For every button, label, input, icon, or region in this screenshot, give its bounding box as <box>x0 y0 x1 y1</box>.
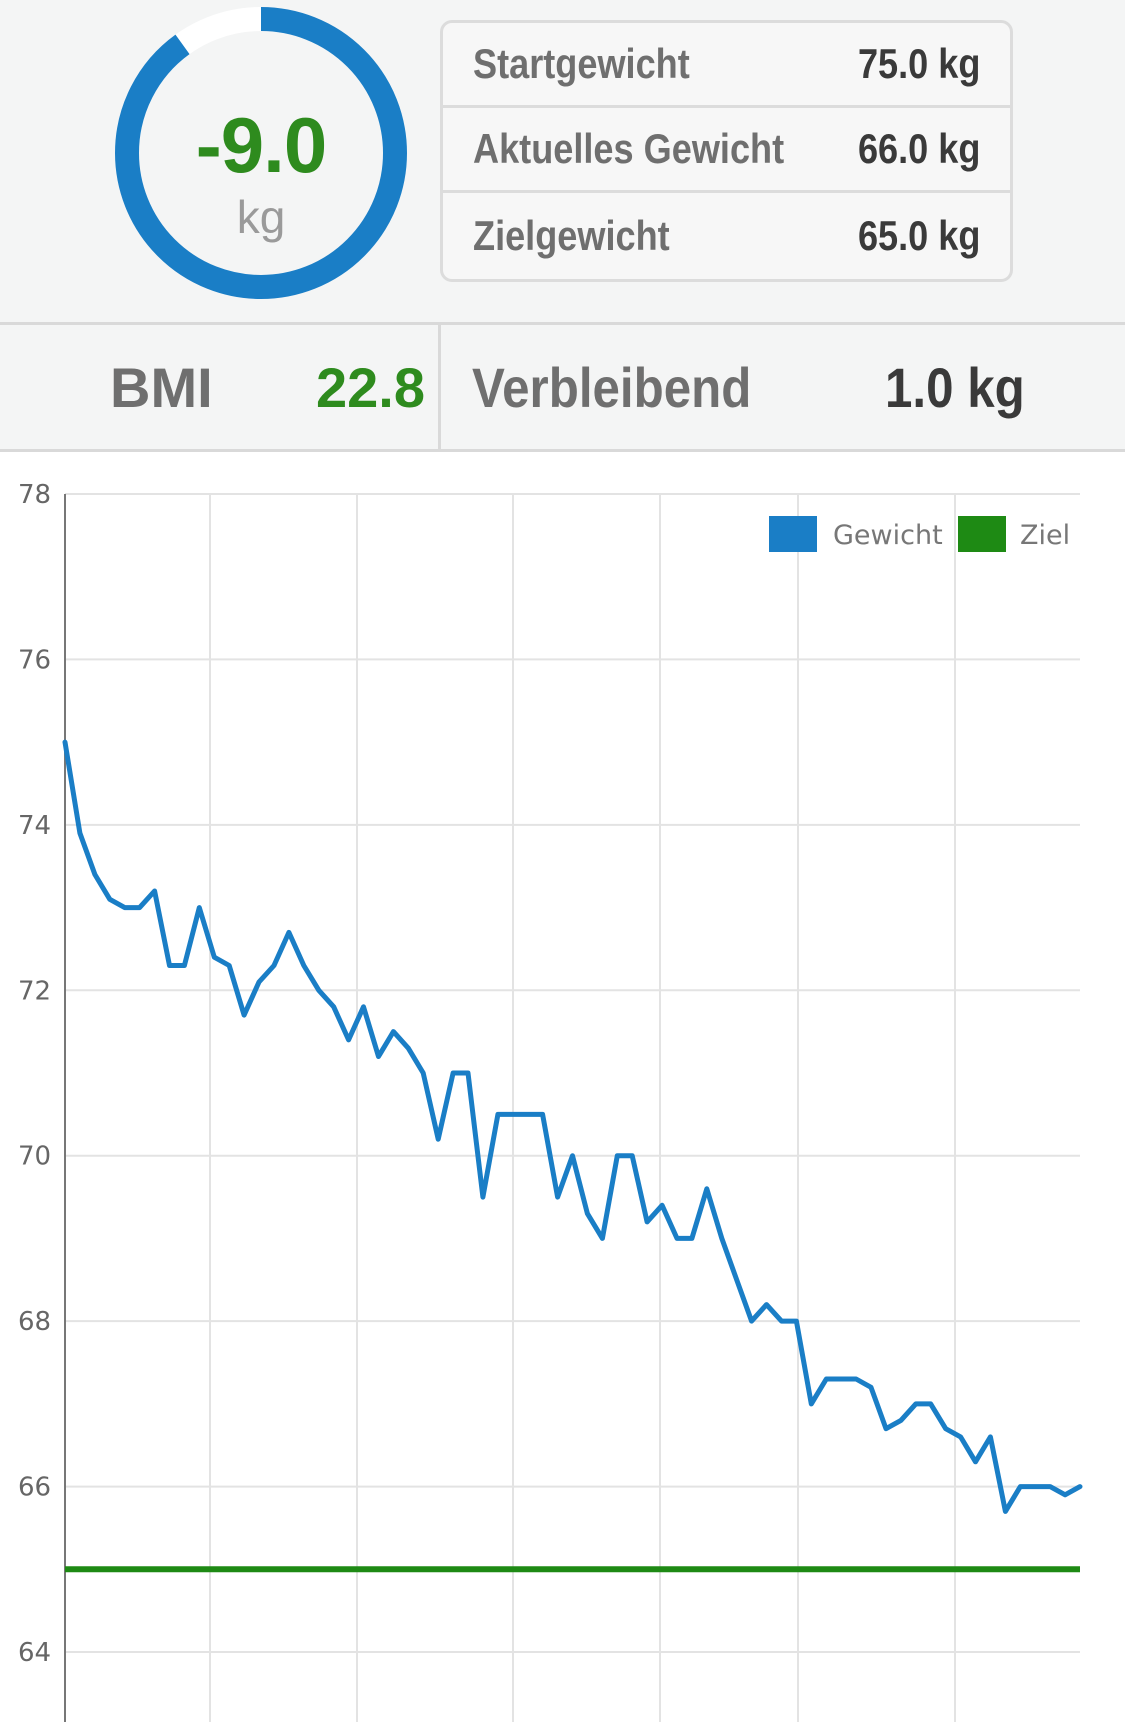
remaining-value: 1.0 kg <box>885 356 1025 419</box>
weight-summary-panel: -9.0 kg Startgewicht 75.0 kg Aktuelles G… <box>0 0 1125 325</box>
stat-label: Aktuelles Gewicht <box>473 125 785 172</box>
legend-swatch-weight <box>769 516 817 552</box>
stat-value: 75.0 kg <box>857 40 980 87</box>
y-tick-label: 64 <box>18 1638 51 1668</box>
stat-value: 66.0 kg <box>857 125 980 172</box>
remaining-label: Verbleibend <box>472 356 752 419</box>
y-tick-label: 74 <box>18 811 51 841</box>
stat-row-start: Startgewicht 75.0 kg <box>443 23 1010 108</box>
weight-series-line <box>62 739 1083 1514</box>
weight-chart: 64 66 68 70 72 74 76 78 Gewicht Ziel <box>0 452 1125 1722</box>
stat-row-current: Aktuelles Gewicht 66.0 kg <box>443 108 1010 193</box>
y-tick-label: 78 <box>18 480 51 510</box>
ring-progress <box>115 7 407 299</box>
legend-swatch-goal <box>958 516 1006 552</box>
progress-ring-graphic <box>115 7 407 299</box>
bmi-value: 22.8 <box>316 356 425 419</box>
y-tick-label: 68 <box>18 1307 51 1337</box>
legend-label-goal: Ziel <box>1020 520 1070 551</box>
weight-loss-ring: -9.0 kg <box>108 0 414 306</box>
bmi-remaining-bar: BMI 22.8 Verbleibend 1.0 kg <box>0 325 1125 452</box>
stat-row-goal: Zielgewicht 65.0 kg <box>443 193 1010 278</box>
legend-label-weight: Gewicht <box>833 520 943 551</box>
weight-change-value: -9.0 <box>195 101 327 189</box>
y-tick-label: 70 <box>18 1142 51 1172</box>
summary-divider <box>438 325 441 449</box>
y-tick-label: 72 <box>18 976 51 1006</box>
stat-label: Zielgewicht <box>473 211 670 259</box>
bmi-label: BMI <box>110 356 213 419</box>
y-tick-label: 76 <box>18 645 51 675</box>
weight-stats-table: Startgewicht 75.0 kg Aktuelles Gewicht 6… <box>440 20 1013 282</box>
weight-change-unit: kg <box>236 191 286 243</box>
y-tick-label: 66 <box>18 1473 51 1503</box>
stat-label: Startgewicht <box>473 40 690 87</box>
weight-chart-svg: 64 66 68 70 72 74 76 78 Gewicht Ziel <box>18 480 1083 1722</box>
stat-value: 65.0 kg <box>857 211 980 259</box>
